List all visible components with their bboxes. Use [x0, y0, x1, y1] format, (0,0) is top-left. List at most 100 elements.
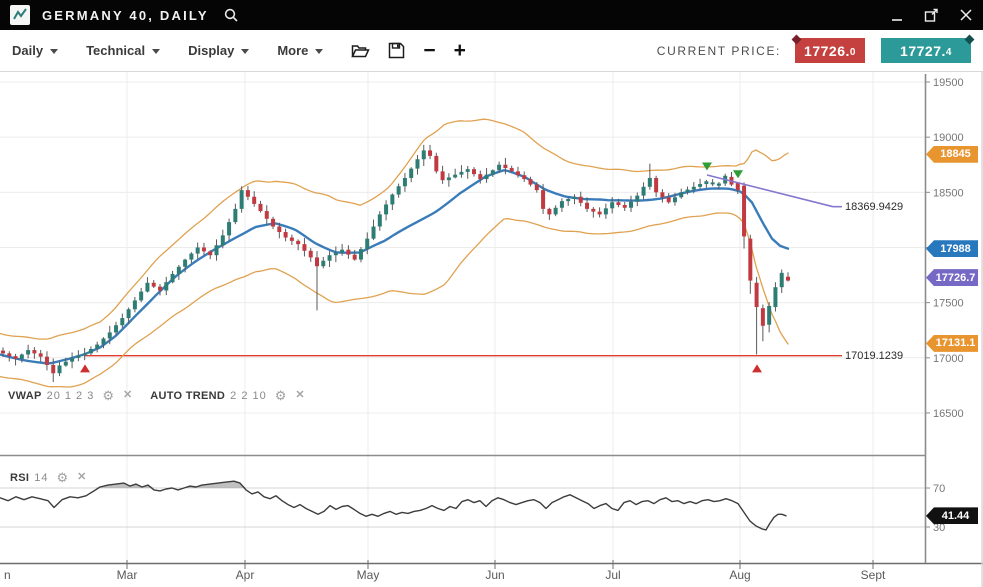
- candle-body: [704, 181, 709, 185]
- candle-body: [459, 171, 464, 175]
- candle-body: [176, 266, 181, 274]
- candle-body: [767, 305, 772, 325]
- candle-body: [233, 208, 238, 223]
- candle-body: [365, 238, 370, 250]
- rsi-level-label: 30: [933, 522, 945, 534]
- ask-price-main: 17727.: [900, 42, 946, 59]
- open-folder-icon[interactable]: [351, 43, 371, 59]
- candle-body: [559, 201, 564, 208]
- candle-body: [384, 204, 389, 215]
- save-icon[interactable]: [388, 42, 405, 59]
- candle-body: [114, 325, 119, 333]
- candle-body: [390, 194, 395, 205]
- month-label: Sept: [861, 568, 886, 582]
- candle-body: [597, 211, 602, 215]
- candle-body: [610, 202, 615, 209]
- y-tick-label: 17000: [933, 353, 964, 365]
- chart-area: 195001900018500180001750017000165007030n…: [0, 72, 983, 587]
- rsi-level-label: 70: [933, 483, 945, 495]
- popout-button[interactable]: [924, 8, 939, 23]
- bid-price-decimal: 0: [849, 46, 856, 58]
- candle-body: [214, 245, 219, 256]
- rsi-line: [0, 480, 787, 531]
- candle-body: [352, 254, 357, 260]
- menu-technical-label: Technical: [86, 43, 146, 58]
- month-label: Mar: [117, 568, 138, 582]
- bid-pin-icon: [791, 34, 802, 45]
- month-label: Jul: [605, 568, 620, 582]
- candle-body: [88, 348, 93, 354]
- trend-line: [706, 174, 834, 208]
- sell-signal-triangle-icon: [702, 162, 712, 171]
- candle-body: [333, 252, 338, 256]
- rsi-legend-name: RSI: [10, 471, 30, 484]
- buy-signal-triangle-icon: [80, 364, 90, 373]
- minimize-button[interactable]: [891, 9, 904, 22]
- price-axis-badge-17988: 17988: [926, 240, 978, 258]
- candle-body: [227, 222, 232, 236]
- rsi-remove-icon[interactable]: ✕: [77, 471, 87, 483]
- price-chart-canvas[interactable]: 195001900018500180001750017000165007030n…: [0, 72, 983, 587]
- window-title: GERMANY 40, DAILY: [42, 7, 209, 23]
- candle-body: [195, 247, 200, 254]
- candle-body: [465, 169, 470, 172]
- month-label: Aug: [729, 568, 750, 582]
- zoom-in-button[interactable]: +: [454, 40, 466, 61]
- candle-body: [1, 350, 5, 354]
- plus-icon: +: [453, 39, 466, 62]
- close-button[interactable]: [959, 8, 973, 22]
- candle-body: [44, 356, 49, 365]
- vwap-remove-icon[interactable]: ✕: [123, 389, 133, 401]
- candle-body: [434, 155, 439, 172]
- chevron-down-icon: [152, 49, 161, 54]
- month-label: Apr: [236, 568, 255, 582]
- candle-body: [428, 150, 433, 156]
- candle-body: [252, 196, 257, 204]
- ask-price-decimal: 4: [945, 46, 952, 58]
- rsi-legend-row: RSI 14 ⚙ ✕: [10, 471, 86, 484]
- menu-timeframe-label: Daily: [12, 43, 44, 58]
- autotrend-remove-icon[interactable]: ✕: [295, 389, 305, 401]
- candle-body: [63, 361, 68, 366]
- autotrend-settings-gear-icon[interactable]: ⚙: [274, 388, 287, 403]
- chevron-down-icon: [241, 49, 250, 54]
- candle-body: [440, 171, 445, 181]
- menu-more[interactable]: More: [277, 43, 324, 58]
- candle-body: [315, 257, 319, 267]
- candle-body: [396, 186, 401, 195]
- menu-display[interactable]: Display: [188, 43, 250, 58]
- y-tick-label: 19000: [933, 132, 964, 144]
- menu-technical[interactable]: Technical: [86, 43, 161, 58]
- rsi-value-badge: 41.44: [926, 507, 978, 525]
- candle-body: [786, 276, 790, 281]
- candle-body: [509, 168, 514, 172]
- search-icon[interactable]: [223, 7, 239, 23]
- bollinger-lower-band: [0, 212, 789, 388]
- y-tick-label: 16500: [933, 408, 964, 420]
- candle-body: [779, 272, 784, 288]
- candle-body: [698, 184, 703, 187]
- candle-body: [402, 177, 407, 187]
- candle-body: [647, 177, 652, 187]
- candle-body: [346, 249, 351, 255]
- candle-body: [132, 300, 137, 310]
- vwap-settings-gear-icon[interactable]: ⚙: [102, 388, 115, 403]
- candle-body: [296, 240, 301, 245]
- menu-timeframe[interactable]: Daily: [12, 43, 59, 58]
- candle-body: [446, 177, 451, 181]
- zoom-out-button[interactable]: −: [423, 40, 435, 61]
- candle-body: [421, 150, 426, 160]
- candle-body: [151, 282, 156, 287]
- candle-body: [666, 197, 671, 203]
- app-chart-icon: [10, 5, 30, 25]
- support-line-value-label: 17019.1239: [845, 349, 904, 362]
- candle-body: [120, 318, 125, 326]
- candle-body: [760, 308, 765, 326]
- autotrend-legend-name: AUTO TREND: [150, 389, 226, 402]
- candle-body: [340, 249, 345, 253]
- candle-body: [679, 192, 684, 198]
- candle-body: [672, 197, 677, 203]
- candle-body: [101, 338, 106, 345]
- candle-body: [578, 196, 583, 203]
- rsi-settings-gear-icon[interactable]: ⚙: [56, 470, 69, 485]
